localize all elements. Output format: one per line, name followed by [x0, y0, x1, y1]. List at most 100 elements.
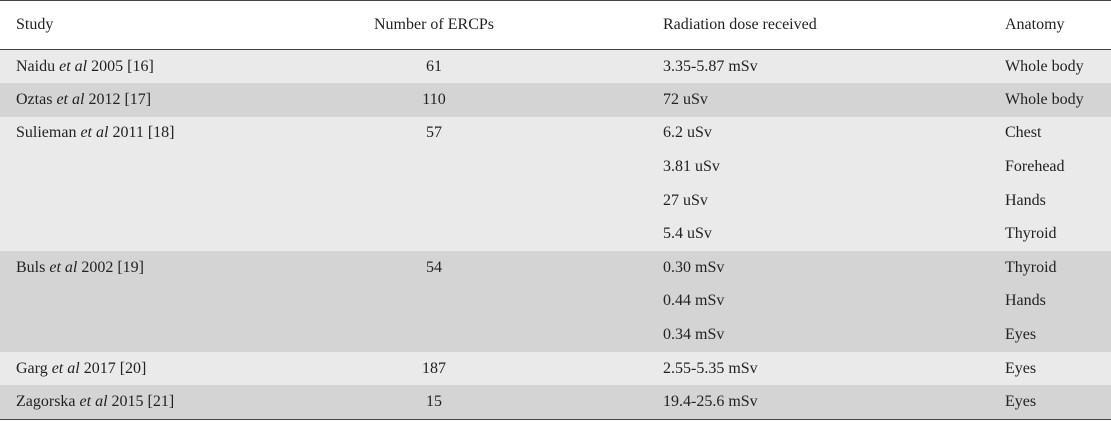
radiation-dose-value: 3.35-5.87 mSv — [663, 57, 758, 75]
ercp-count-cell: 110 — [258, 83, 610, 117]
anatomy-value: Eyes — [1005, 326, 1037, 344]
table-row: 3.81 uSv Forehead — [0, 150, 1111, 184]
anatomy-value: Whole body — [1005, 57, 1084, 75]
ercp-count-cell — [258, 217, 610, 252]
study-author: Oztas — [16, 90, 53, 108]
ercp-count-cell: 15 — [258, 385, 610, 420]
study-cell — [0, 217, 258, 252]
anatomy-cell: Thyroid — [994, 251, 1111, 285]
study-author: Naidu — [16, 57, 56, 75]
ercp-count-cell — [258, 284, 610, 319]
header-row: Study Number of ERCPs Radiation dose rec… — [0, 0, 1111, 50]
study-et-al: et al — [59, 57, 88, 75]
ercp-count: 54 — [426, 258, 442, 276]
anatomy-value: Thyroid — [1005, 258, 1057, 276]
ercp-count-cell — [258, 318, 610, 352]
study-year: 2015 — [111, 392, 144, 410]
radiation-dose-cell: 19.4-25.6 mSv — [610, 385, 994, 420]
study-cell — [0, 318, 258, 352]
radiation-dose-cell: 0.30 mSv — [610, 251, 994, 285]
header-study: Study — [16, 16, 54, 33]
anatomy-cell: Forehead — [994, 150, 1111, 184]
radiation-dose-cell: 3.81 uSv — [610, 150, 994, 184]
radiation-dose-value: 5.4 uSv — [663, 225, 712, 243]
anatomy-cell: Eyes — [994, 385, 1111, 420]
header-number-of-ercps: Number of ERCPs — [374, 16, 494, 33]
study-reference: [16] — [127, 57, 154, 75]
study-cell: Naidu et al 2005 [16] — [0, 49, 258, 84]
anatomy-cell: Hands — [994, 284, 1111, 319]
ercp-count: 57 — [426, 124, 442, 142]
study-author: Zagorska — [16, 392, 76, 410]
table-row: Naidu et al 2005 [16] 61 3.35-5.87 mSv Whol… — [0, 49, 1111, 84]
anatomy-cell: Hands — [994, 183, 1111, 218]
anatomy-value: Thyroid — [1005, 225, 1057, 243]
study-cell: Zagorska et al 2015 [21] — [0, 385, 258, 420]
radiation-dose-value: 2.55-5.35 mSv — [663, 359, 758, 377]
table-row: Buls et al 2002 [19] 54 0.30 mSv Thyroid — [0, 251, 1111, 285]
anatomy-value: Forehead — [1005, 158, 1065, 176]
study-et-al: et al — [80, 124, 109, 142]
table-row: Oztas et al 2012 [17] 110 72 uSv Whole body — [0, 83, 1111, 117]
radiation-dose-value: 19.4-25.6 mSv — [663, 392, 758, 410]
radiation-dose-value: 72 uSv — [663, 90, 708, 108]
table-row: 5.4 uSv Thyroid — [0, 217, 1111, 252]
anatomy-value: Hands — [1005, 292, 1046, 310]
table-row: Zagorska et al 2015 [21] 15 19.4-25.6 mSv E… — [0, 385, 1111, 420]
ercp-count-cell: 187 — [258, 351, 610, 386]
ercp-count-cell — [258, 183, 610, 218]
radiation-dose-value: 0.44 mSv — [663, 292, 725, 310]
table-header: Study Number of ERCPs Radiation dose rec… — [0, 0, 1111, 50]
study-author: Buls — [16, 258, 46, 276]
radiation-dose-cell: 0.44 mSv — [610, 284, 994, 319]
ercp-count-cell: 54 — [258, 251, 610, 285]
ercp-count: 15 — [426, 392, 442, 410]
ercp-count-cell — [258, 150, 610, 184]
anatomy-value: Whole body — [1005, 90, 1084, 108]
radiation-dose-cell: 2.55-5.35 mSv — [610, 351, 994, 386]
radiation-dose-value: 0.30 mSv — [663, 258, 725, 276]
study-et-al: et al — [56, 90, 85, 108]
study-et-al: et al — [49, 258, 78, 276]
ercp-count: 187 — [422, 359, 446, 377]
anatomy-value: Hands — [1005, 191, 1046, 209]
anatomy-cell: Eyes — [994, 351, 1111, 386]
header-anatomy: Anatomy — [1005, 16, 1065, 33]
radiation-dose-value: 27 uSv — [663, 191, 708, 209]
study-cell — [0, 284, 258, 319]
study-year: 2005 — [91, 57, 124, 75]
study-cell: Oztas et al 2012 [17] — [0, 83, 258, 117]
anatomy-cell: Whole body — [994, 83, 1111, 117]
radiation-dose-value: 0.34 mSv — [663, 326, 725, 344]
anatomy-cell: Chest — [994, 116, 1111, 151]
table-row: 0.34 mSv Eyes — [0, 318, 1111, 352]
study-year: 2011 — [112, 124, 144, 142]
radiation-dose-cell: 3.35-5.87 mSv — [610, 49, 994, 84]
anatomy-value: Eyes — [1005, 359, 1037, 377]
radiation-dose-cell: 0.34 mSv — [610, 318, 994, 352]
anatomy-value: Eyes — [1005, 392, 1037, 410]
study-reference: [17] — [124, 90, 152, 108]
study-author: Sulieman — [16, 124, 77, 142]
table-row: Garg et al 2017 [20] 187 2.55-5.35 mSv Eyes — [0, 351, 1111, 386]
study-author: Garg — [16, 359, 48, 377]
study-cell — [0, 150, 258, 184]
study-reference: [19] — [117, 258, 144, 276]
study-cell: Sulieman et al 2011 [18] — [0, 116, 258, 151]
radiation-dose-cell: 27 uSv — [610, 183, 994, 218]
anatomy-cell: Eyes — [994, 318, 1111, 352]
study-reference: [21] — [147, 392, 175, 410]
study-et-al: et al — [51, 359, 80, 377]
radiation-dose-value: 6.2 uSv — [663, 124, 712, 142]
study-year: 2012 — [88, 90, 121, 108]
ercp-count-cell: 61 — [258, 49, 610, 84]
radiation-dose-cell: 5.4 uSv — [610, 217, 994, 252]
study-reference: [18] — [147, 124, 175, 142]
study-cell: Buls et al 2002 [19] — [0, 251, 258, 285]
study-reference: [20] — [119, 359, 147, 377]
radiation-dose-cell: 72 uSv — [610, 83, 994, 117]
table-body: Naidu et al 2005 [16] 61 3.35-5.87 mSv Whol… — [0, 49, 1111, 420]
anatomy-cell: Whole body — [994, 49, 1111, 84]
